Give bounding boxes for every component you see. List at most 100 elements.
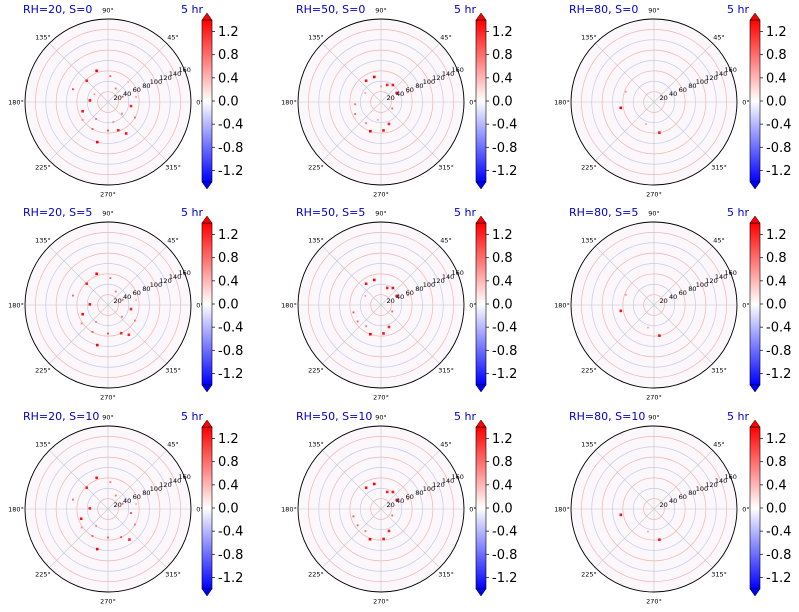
radial-tick-label: 100 bbox=[696, 485, 708, 493]
angle-tick-label: 45° bbox=[167, 33, 179, 41]
radial-tick-label: 80 bbox=[688, 82, 696, 90]
angle-tick-label: 180° bbox=[554, 302, 570, 310]
data-point bbox=[624, 90, 627, 93]
angle-tick-label: 225° bbox=[308, 164, 324, 172]
angle-tick-label: 45° bbox=[713, 236, 725, 244]
colorbar-tick-label: -0.8 bbox=[766, 548, 791, 563]
colorbar-tick-label: -0.8 bbox=[218, 141, 243, 156]
radial-tick-label: 60 bbox=[406, 86, 414, 94]
radial-tick-label: 20 bbox=[113, 94, 121, 102]
data-point bbox=[109, 277, 112, 280]
radial-tick-label: 140 bbox=[442, 273, 454, 281]
data-point bbox=[395, 498, 399, 502]
radial-tick-label: 120 bbox=[705, 74, 717, 82]
colorbar-tick-label: 0.8 bbox=[492, 48, 513, 63]
data-point bbox=[391, 514, 394, 517]
radial-tick-label: 80 bbox=[415, 489, 423, 497]
data-point bbox=[121, 298, 124, 301]
angle-tick-label: 90° bbox=[102, 414, 114, 422]
colorbar-tick-label: 0.4 bbox=[766, 478, 787, 493]
angle-tick-label: 90° bbox=[375, 210, 387, 218]
angle-tick-label: 270° bbox=[100, 394, 116, 402]
data-point bbox=[619, 106, 623, 110]
colorbar-tick-label: 0.4 bbox=[766, 71, 787, 86]
angle-tick-label: 135° bbox=[35, 440, 51, 448]
colorbar-tick-label: 1.2 bbox=[218, 228, 239, 243]
data-point bbox=[624, 293, 627, 296]
radial-tick-label: 140 bbox=[442, 70, 454, 78]
colorbar-tick-label: 1.2 bbox=[218, 432, 239, 447]
polar-frame bbox=[24, 425, 192, 593]
colorbar-extend-bottom bbox=[749, 181, 761, 190]
data-point bbox=[107, 332, 109, 335]
colorbar-tick-label: 0.8 bbox=[492, 455, 513, 470]
radial-tick-label: 140 bbox=[169, 477, 181, 485]
radial-tick-label: 120 bbox=[705, 277, 717, 285]
colorbar-extend-bottom bbox=[475, 588, 487, 597]
data-point bbox=[395, 91, 399, 95]
colorbar-extend-bottom bbox=[201, 384, 213, 393]
colorbar-tick-label: 0.0 bbox=[492, 298, 513, 313]
colorbar-extend-bottom bbox=[475, 384, 487, 393]
radial-tick-label: 40 bbox=[123, 497, 131, 505]
data-point bbox=[385, 286, 389, 290]
radial-tick-label: 60 bbox=[679, 86, 687, 94]
angle-tick-label: 135° bbox=[581, 440, 597, 448]
angular-gridline bbox=[107, 101, 167, 161]
radial-tick-label: 40 bbox=[669, 293, 677, 301]
radial-tick-label: 80 bbox=[688, 489, 696, 497]
data-point bbox=[85, 282, 89, 286]
data-point bbox=[369, 332, 372, 336]
data-point bbox=[364, 295, 367, 297]
panel-title: RH=20, S=5 bbox=[23, 206, 92, 219]
angle-tick-label: 180° bbox=[8, 302, 24, 310]
panel-time-label: 5 hr bbox=[454, 3, 476, 16]
data-point bbox=[387, 325, 391, 329]
angle-tick-label: 90° bbox=[648, 210, 660, 218]
angular-gridline bbox=[322, 43, 382, 103]
panel-title: RH=50, S=5 bbox=[296, 206, 365, 219]
panel-title: RH=50, S=0 bbox=[296, 3, 365, 16]
angle-tick-label: 0° bbox=[742, 99, 749, 107]
data-point bbox=[93, 93, 96, 96]
polar-frame bbox=[24, 18, 192, 186]
colorbar: 1.2 0.8 0.4 0.0 -0.4 -0.8 -1.2 bbox=[749, 12, 791, 190]
colorbar-tick-label: -1.2 bbox=[218, 367, 243, 382]
data-point bbox=[91, 535, 94, 537]
radial-tick-label: 140 bbox=[715, 477, 727, 485]
angular-gridline bbox=[595, 450, 655, 510]
radial-tick-label: 20 bbox=[113, 297, 121, 305]
colorbar-tick-label: 0.0 bbox=[218, 298, 239, 313]
colorbar-tick-label: 1.2 bbox=[218, 25, 239, 40]
angular-gridline bbox=[653, 246, 713, 306]
colorbar-extend-top bbox=[201, 215, 213, 224]
data-point bbox=[406, 91, 409, 94]
colorbar-tick-label: -0.4 bbox=[766, 321, 791, 336]
radial-tick-label: 20 bbox=[386, 94, 394, 102]
panel-title: RH=20, S=10 bbox=[23, 410, 99, 423]
angular-gridline bbox=[653, 450, 713, 510]
data-point bbox=[647, 326, 649, 329]
colorbar-extend-top bbox=[201, 12, 213, 21]
data-point bbox=[112, 121, 115, 123]
angle-tick-label: 225° bbox=[35, 571, 51, 579]
angular-gridline bbox=[595, 508, 655, 568]
panel-time-label: 5 hr bbox=[727, 3, 749, 16]
angle-tick-label: 315° bbox=[438, 164, 454, 172]
radial-tick-label: 100 bbox=[423, 78, 435, 86]
colorbar-tick-label: 0.8 bbox=[218, 48, 239, 63]
polar-frame bbox=[570, 18, 738, 186]
angle-tick-label: 270° bbox=[646, 598, 662, 606]
radial-tick-label: 140 bbox=[715, 273, 727, 281]
radial-tick-label: 160 bbox=[451, 269, 463, 277]
colorbar-tick-label: -0.4 bbox=[218, 118, 243, 133]
angular-gridline bbox=[380, 508, 440, 568]
angular-gridline bbox=[653, 304, 713, 364]
data-point bbox=[382, 129, 385, 132]
angular-gridline bbox=[322, 450, 382, 510]
angular-gridline bbox=[322, 246, 382, 306]
angle-tick-label: 270° bbox=[373, 598, 389, 606]
